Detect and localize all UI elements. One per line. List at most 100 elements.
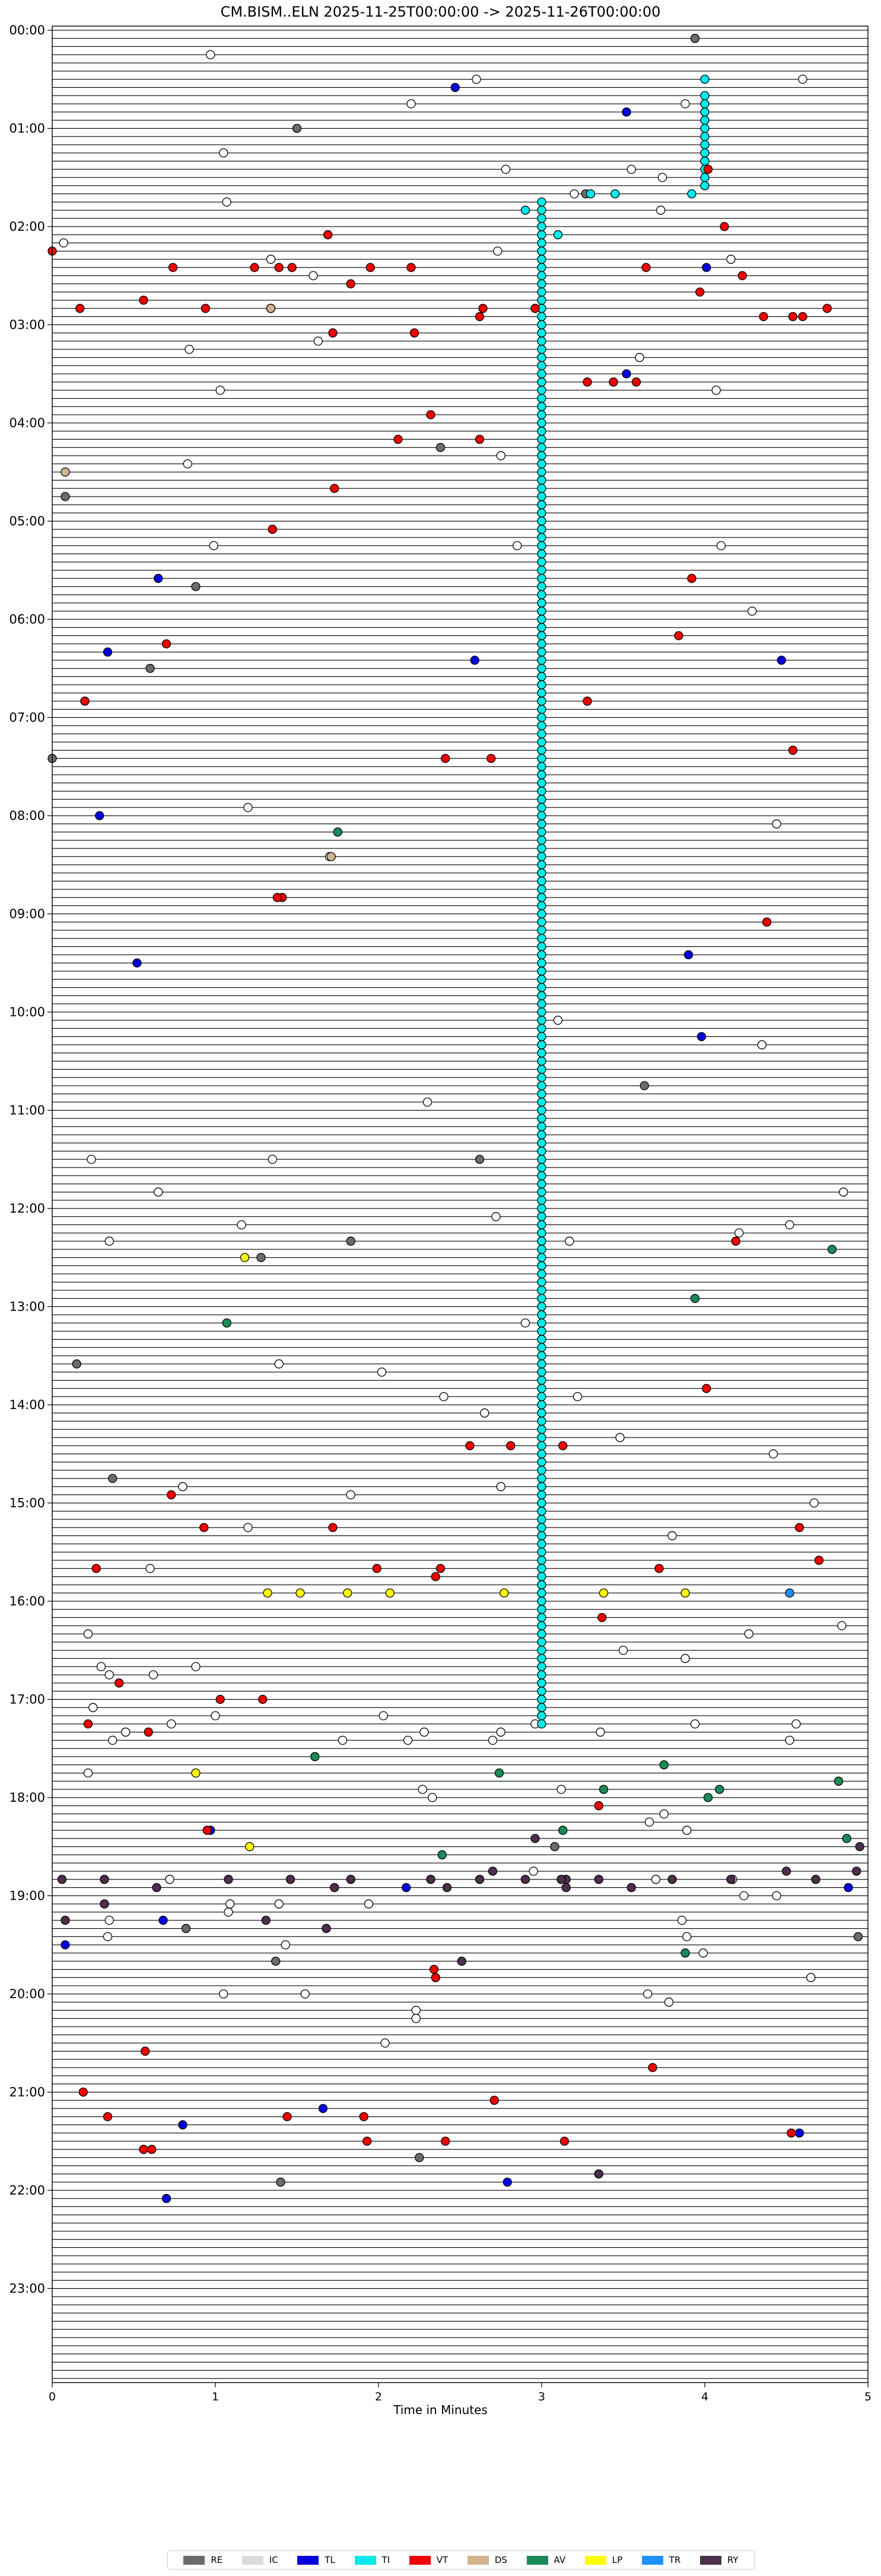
event-marker-ic [237,1220,246,1230]
event-marker-ic [565,1236,574,1246]
y-tick-label: 10:00 [9,1005,45,1019]
event-marker-tr [785,1588,794,1598]
event-marker-ti [537,1637,546,1647]
event-marker-ti [537,443,546,452]
event-marker-ti [700,181,710,190]
event-marker-ti [537,1678,546,1688]
event-marker-vt [475,311,485,322]
y-tick-label: 02:00 [9,220,45,234]
event-marker-ic [664,1998,674,2007]
event-marker-ry [346,1875,355,1884]
event-marker-ry [457,1957,466,1966]
event-marker-ry [100,1899,109,1909]
event-marker-vt [787,2128,796,2138]
event-marker-ic [791,1719,801,1729]
event-marker-ti [537,1073,546,1082]
event-marker-vt [489,2095,499,2105]
event-marker-ic [300,1989,310,1999]
event-marker-lp [599,1588,609,1598]
event-marker-ti [537,598,546,608]
event-marker-re [271,1957,281,1966]
event-marker-ti [537,901,546,911]
event-marker-vt [814,1556,824,1565]
event-marker-ti [537,1220,546,1230]
event-marker-ti [537,770,546,780]
event-marker-ic [148,1670,158,1680]
event-marker-ti [537,1343,546,1353]
legend-label: TI [381,2555,390,2565]
event-marker-ti [537,263,546,272]
event-marker-ti [553,230,563,240]
event-marker-ti [537,410,546,419]
event-marker-ti [537,1572,546,1582]
event-marker-ti [537,336,546,346]
event-marker-ic [682,1932,692,1942]
event-marker-ti [537,1449,546,1459]
event-marker-ti [537,786,546,796]
event-marker-tl [622,369,631,379]
event-marker-vt [115,1678,124,1688]
event-marker-ry [442,1882,452,1893]
event-marker-ti [537,1703,546,1712]
event-marker-ds [61,467,70,477]
event-marker-vt [695,287,705,297]
event-marker-ti [537,516,546,526]
legend-swatch [297,2555,319,2565]
legend-item-ic: IC [241,2555,278,2565]
event-marker-ry [426,1875,435,1884]
event-marker-lp [680,1588,690,1598]
event-marker-ic [677,1916,687,1925]
event-marker-ti [537,1286,546,1295]
legend-swatch [467,2555,489,2565]
event-marker-ti [537,803,546,812]
event-marker-ic [167,1719,176,1729]
event-marker-av [437,1850,447,1860]
event-marker-av [222,1318,231,1328]
event-marker-tl [450,82,460,93]
event-marker-ti [537,1629,546,1639]
event-marker-ti [537,1359,546,1369]
event-marker-ic [659,1809,669,1819]
event-marker-vt [274,263,284,272]
legend-item-ry: RY [699,2555,739,2565]
event-marker-vt [583,377,592,387]
event-marker-ti [537,427,546,436]
event-marker-ti [537,1261,546,1271]
y-tick-label: 22:00 [9,2183,45,2197]
event-marker-ry [726,1875,736,1884]
event-marker-ry [488,1866,498,1876]
event-marker-ti [537,631,546,641]
event-marker-vt [372,1564,381,1573]
x-tick-label: 5 [864,2390,872,2403]
event-marker-ic [145,1564,155,1573]
event-marker-ti [537,656,546,665]
event-marker-re [853,1932,863,1942]
event-marker-ti [537,1457,546,1467]
y-tick-label: 19:00 [9,1888,45,1903]
event-marker-vt [798,311,807,322]
event-marker-vt [287,263,297,272]
event-marker-ti [537,1408,546,1418]
event-marker-tl [622,107,631,117]
event-marker-vt [144,1727,153,1737]
event-marker-tl [844,1882,853,1893]
event-marker-ry [781,1866,791,1876]
event-marker-vt [161,639,171,648]
event-marker-ti [537,1498,546,1508]
event-marker-ic [422,1097,432,1107]
event-marker-av [827,1245,837,1254]
event-marker-vt [794,1523,804,1532]
event-marker-ti [537,1228,546,1238]
event-marker-ic [748,606,757,616]
event-marker-ic [183,459,192,469]
legend-label: AV [554,2555,566,2565]
event-marker-ti [537,958,546,968]
event-marker-vt [103,2112,113,2122]
event-marker-ti [537,680,546,689]
event-marker-ti [537,1433,546,1442]
event-marker-re [276,2177,285,2187]
event-marker-vt [737,271,747,281]
plot-frame [52,26,869,2383]
event-marker-tl [158,1916,168,1925]
event-marker-vt [429,1964,439,1974]
